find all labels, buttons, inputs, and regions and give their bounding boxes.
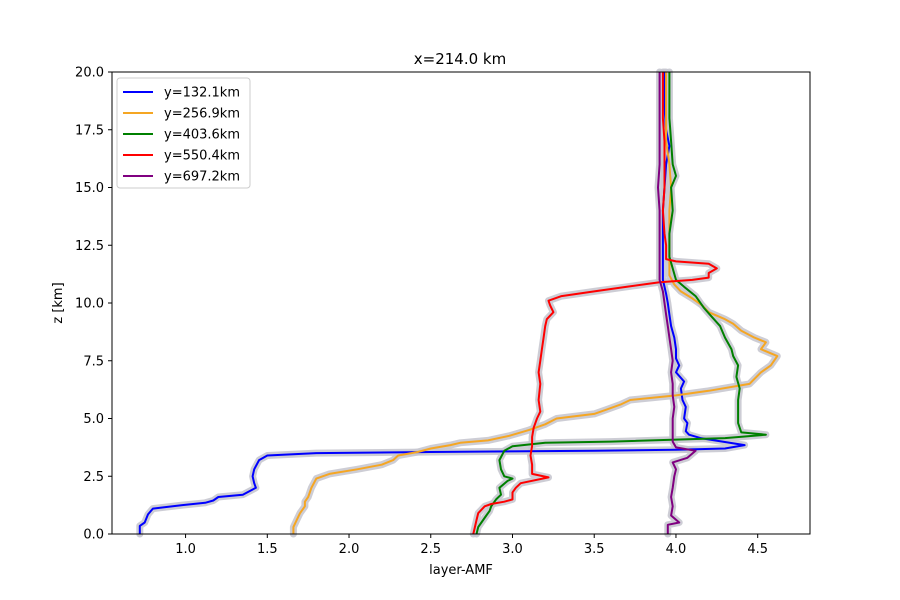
- series-line-3: [472, 72, 718, 535]
- y-tick-label: 12.5: [75, 239, 104, 254]
- legend-label-1: y=256.9km: [164, 107, 240, 122]
- x-tick-label: 2.0: [339, 542, 360, 557]
- series-lines: [138, 72, 779, 535]
- y-tick-label: 10.0: [75, 297, 104, 312]
- legend-label-0: y=132.1km: [164, 86, 240, 101]
- y-tick-label: 15.0: [75, 181, 104, 196]
- y-tick-label: 17.5: [75, 123, 104, 138]
- series-band-3: [469, 68, 721, 538]
- series-line-2: [475, 72, 767, 535]
- y-tick-label: 20.0: [75, 66, 104, 81]
- x-tick-label: 2.5: [420, 542, 441, 557]
- x-tick-label: 1.5: [257, 542, 278, 557]
- y-axis-label: z [km]: [51, 282, 66, 323]
- series-band-2: [473, 68, 770, 538]
- y-tick-label: 5.0: [83, 412, 104, 427]
- series-line-4: [657, 72, 697, 534]
- legend: y=132.1km y=256.9km y=403.6km y=550.4km y=69…: [116, 77, 251, 189]
- chart-title: x=214.0 km: [414, 50, 506, 68]
- x-tick-label: 1.0: [175, 542, 196, 557]
- x-axis-label: layer-AMF: [429, 563, 493, 578]
- x-tick-label: 3.5: [584, 542, 605, 557]
- series-line-0: [138, 72, 746, 534]
- y-tick-label: 2.5: [83, 470, 104, 485]
- x-tick-label: 4.5: [747, 542, 768, 557]
- legend-label-2: y=403.6km: [164, 128, 240, 143]
- legend-label-3: y=550.4km: [164, 149, 240, 164]
- legend-box: [116, 77, 251, 189]
- x-axis: 1.0 1.5 2.0 2.5 3.0 3.5 4.0 4.5: [175, 534, 768, 557]
- y-axis: 0.0 2.5 5.0 7.5 10.0 12.5 15.0 17.5 20.0: [75, 66, 112, 543]
- x-tick-label: 4.0: [666, 542, 687, 557]
- legend-label-4: y=697.2km: [164, 170, 240, 185]
- y-tick-label: 7.5: [83, 354, 104, 369]
- x-tick-label: 3.0: [502, 542, 523, 557]
- y-tick-label: 0.0: [83, 528, 104, 543]
